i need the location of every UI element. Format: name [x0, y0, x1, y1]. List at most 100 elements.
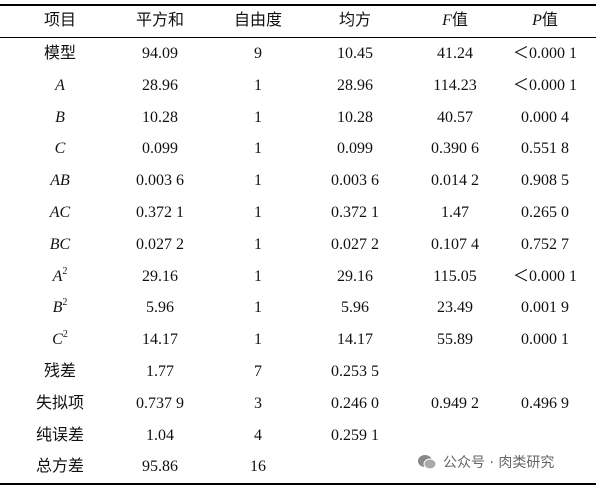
- cell: 29.16: [142, 267, 178, 285]
- superscript: 2: [62, 265, 68, 277]
- cell: 1.77: [146, 363, 174, 380]
- header-cell: 自由度: [233, 12, 282, 29]
- watermark-text: 公众号 · 肉类研究: [443, 455, 555, 471]
- cell: 28.96: [337, 76, 373, 94]
- cell: 40.57: [437, 108, 473, 126]
- cell: 1: [254, 331, 262, 349]
- cell: 1: [254, 140, 262, 158]
- cell: 0.001 9: [521, 299, 569, 317]
- cell: 0.107 4: [431, 235, 479, 253]
- superscript: 2: [62, 297, 68, 309]
- cell: ＜0.000 1: [512, 76, 577, 94]
- cell: C2: [10, 324, 110, 356]
- text: 值: [451, 12, 468, 29]
- cell: 1: [254, 172, 262, 190]
- cell: 1: [254, 267, 262, 285]
- cell: 0.949 2: [431, 394, 479, 412]
- cell: 28.96: [142, 76, 178, 94]
- header-cell: F值: [405, 5, 505, 37]
- cell: AC: [49, 204, 71, 221]
- cell: 0.390 6: [431, 140, 479, 158]
- cell: 115.05: [433, 267, 477, 285]
- cell: 10.28: [142, 108, 178, 126]
- cell: 0.000 4: [521, 108, 569, 126]
- cell: 14.17: [142, 331, 178, 349]
- cell: 5.96: [341, 299, 369, 317]
- cell: 0.259 1: [331, 426, 379, 444]
- cell: 10.45: [337, 45, 373, 62]
- cell: 0.737 9: [136, 394, 184, 412]
- text: A: [52, 267, 63, 285]
- text: C: [52, 331, 63, 349]
- cell: 0.099: [337, 140, 373, 158]
- cell: 失拟项: [35, 394, 84, 412]
- cell: 1: [254, 76, 262, 94]
- cell: BC: [49, 235, 71, 253]
- cell: ＜0.000 1: [512, 267, 577, 285]
- text: B: [52, 299, 63, 317]
- cell: 1: [254, 299, 262, 317]
- cell: 29.16: [337, 267, 373, 285]
- cell: 0.253 5: [331, 363, 379, 380]
- header-rule: [0, 37, 596, 38]
- symbol: F: [442, 12, 452, 29]
- cell: 0.265 0: [521, 204, 569, 221]
- cell: 1: [254, 108, 262, 126]
- cell: 14.17: [337, 331, 373, 349]
- cell: A: [55, 76, 65, 94]
- symbol: P: [532, 12, 542, 29]
- cell: 94.09: [142, 45, 178, 62]
- cell: 3: [254, 394, 262, 412]
- superscript: 2: [62, 329, 68, 341]
- cell: 55.89: [437, 331, 473, 349]
- cell: 总方差: [35, 458, 84, 476]
- cell: 1: [254, 204, 262, 221]
- cell: 4: [254, 426, 262, 444]
- top-rule: [0, 4, 596, 6]
- cell: 16: [250, 458, 266, 476]
- cell: 0.003 6: [331, 172, 379, 190]
- cell: 0.372 1: [331, 204, 379, 221]
- cell: 0.027 2: [136, 235, 184, 253]
- header-cell: P值: [495, 5, 595, 37]
- cell: AB: [50, 172, 70, 190]
- cell: 1.04: [146, 426, 174, 444]
- header-cell: 均方: [338, 12, 371, 29]
- cell: 5.96: [146, 299, 174, 317]
- cell: 0.246 0: [331, 394, 379, 412]
- cell: ＜0.000 1: [512, 45, 577, 62]
- cell: 纯误差: [35, 426, 84, 444]
- cell: 1: [254, 235, 262, 253]
- cell: B2: [10, 292, 110, 324]
- bottom-rule: [0, 483, 596, 485]
- cell: 114.23: [433, 76, 477, 94]
- watermark: 公众号 · 肉类研究: [417, 452, 555, 472]
- cell: 10.28: [337, 108, 373, 126]
- cell: 23.49: [437, 299, 473, 317]
- cell: 0.551 8: [521, 140, 569, 158]
- cell: 0.496 9: [521, 394, 569, 412]
- cell: 0.752 7: [521, 235, 569, 253]
- cell: 残差: [43, 363, 76, 380]
- cell: 0.908 5: [521, 172, 569, 190]
- text: 值: [541, 12, 558, 29]
- cell: C: [54, 140, 66, 158]
- cell: 0.000 1: [521, 331, 569, 349]
- wechat-icon: [418, 455, 437, 470]
- cell: 模型: [43, 45, 76, 62]
- cell: 0.099: [142, 140, 178, 158]
- cell: A2: [10, 261, 110, 293]
- cell: 0.014 2: [431, 172, 479, 190]
- cell: 95.86: [142, 458, 178, 476]
- cell: 7: [254, 363, 262, 380]
- cell: 0.003 6: [136, 172, 184, 190]
- cell: B: [55, 108, 65, 126]
- cell: 41.24: [437, 45, 473, 62]
- header-cell: 项目: [43, 12, 76, 29]
- cell: 0.372 1: [136, 204, 184, 221]
- cell: 9: [254, 45, 262, 62]
- header-cell: 平方和: [135, 12, 184, 29]
- cell: 0.027 2: [331, 235, 379, 253]
- cell: 1.47: [441, 204, 469, 221]
